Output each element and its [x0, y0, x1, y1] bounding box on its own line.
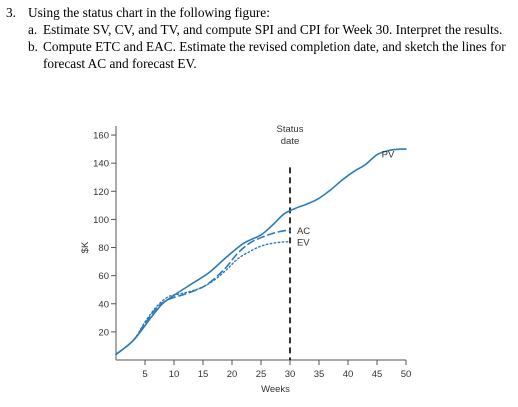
question-intro-line: 3. Using the status chart in the followi…	[6, 4, 512, 21]
x-tick-label-40: 40	[343, 369, 354, 380]
x-tick-label-5: 5	[142, 369, 147, 380]
y-axis-title: $K	[80, 241, 91, 253]
status-date-label-line2: date	[281, 136, 300, 147]
question-part-b: b. Compute ETC and EAC. Estimate the rev…	[28, 38, 512, 72]
x-tick-label-15: 15	[198, 369, 209, 380]
y-tick-label-120: 120	[93, 187, 109, 198]
status-date-label-line1: Status	[277, 124, 304, 135]
question-number: 3.	[6, 5, 16, 20]
series-line-ac	[115, 229, 291, 356]
x-tick-label-20: 20	[227, 369, 238, 380]
x-tick-label-10: 10	[169, 369, 180, 380]
series-label-pv: PV	[382, 150, 395, 161]
part-b-text: Compute ETC and EAC. Estimate the revise…	[43, 39, 506, 71]
y-tick-label-140: 140	[93, 159, 109, 170]
series-line-ev	[115, 241, 291, 356]
question-intro: Using the status chart in the following …	[28, 5, 270, 20]
series-line-pv	[115, 148, 407, 356]
x-tick-label-45: 45	[372, 369, 383, 380]
y-tick-label-160: 160	[93, 131, 109, 142]
y-tick-label-20: 20	[98, 327, 109, 338]
x-tick-label-25: 25	[256, 369, 267, 380]
question-part-a: a. Estimate SV, CV, and TV, and compute …	[28, 21, 512, 38]
series-label-ev: EV	[297, 237, 310, 248]
x-tick-label-35: 35	[314, 369, 325, 380]
y-tick-label-80: 80	[98, 243, 109, 254]
y-tick-label-40: 40	[98, 299, 109, 310]
part-a-letter: a.	[28, 22, 38, 37]
chart-axes: 20 40 60 80 100 120 140 160 5 10 15 20 25 30 35 40 45 50	[93, 126, 411, 380]
question-block: 3. Using the status chart in the followi…	[6, 4, 512, 72]
part-a-text: Estimate SV, CV, and TV, and compute SPI…	[43, 22, 503, 37]
x-tick-label-50: 50	[401, 369, 412, 380]
x-axis-title: Weeks	[261, 384, 290, 395]
series-label-ac: AC	[297, 226, 310, 237]
y-tick-label-60: 60	[98, 271, 109, 282]
chart-series	[115, 148, 407, 360]
y-tick-label-100: 100	[93, 215, 109, 226]
x-tick-label-30: 30	[285, 369, 296, 380]
part-b-letter: b.	[28, 39, 38, 54]
